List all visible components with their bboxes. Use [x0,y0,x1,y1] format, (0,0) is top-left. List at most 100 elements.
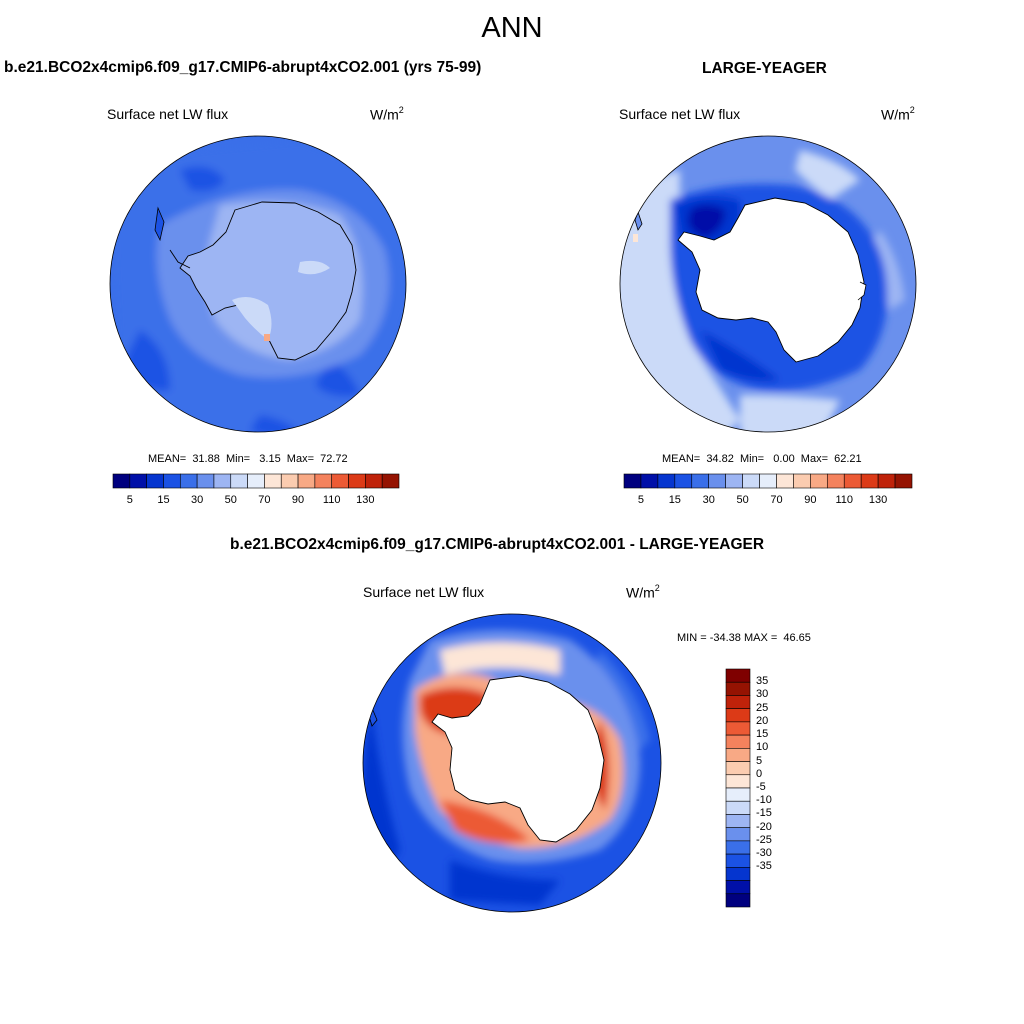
colorbar-box [725,695,751,709]
colorbar-box [725,827,751,842]
model-case-title: b.e21.BCO2x4cmip6.f09_g17.CMIP6-abrupt4x… [4,59,482,76]
colorbar-tick-label: 15 [668,494,681,506]
colorbar-box [348,473,366,489]
colorbar-tick-label: 130 [356,494,375,506]
colorbar-box [725,708,751,723]
colorbar-box [725,893,751,908]
colorbar-tick-label: -20 [756,820,772,833]
obs-case-title: LARGE-YEAGER [702,60,827,77]
model-polar-map [110,136,406,432]
colorbar-box [759,473,777,489]
diff-colorbar [725,668,751,908]
colorbar-box [725,721,751,736]
model-stats: MEAN= 31.88 Min= 3.15 Max= 72.72 [148,453,348,465]
colorbar-box [860,473,879,489]
colorbar-box [725,853,751,868]
model-units: W/m2 [370,105,404,123]
diff-units: W/m2 [626,583,660,601]
colorbar-box [381,473,400,489]
colorbar-tick-label: 70 [770,494,783,506]
colorbar-box [894,473,913,489]
colorbar-box [843,473,862,489]
colorbar-box [146,473,164,489]
colorbar-box [826,473,845,489]
colorbar-tick-label: -10 [756,794,772,807]
colorbar-box [179,473,198,489]
colorbar-box [725,880,751,895]
colorbar-box [725,774,751,789]
colorbar-tick-label: 25 [756,701,769,714]
colorbar-tick-label: 5 [756,754,763,767]
colorbar-box [129,473,147,489]
colorbar-tick-label: 70 [258,494,271,506]
colorbar-tick-label: 90 [804,494,817,506]
colorbar-tick-label: 130 [868,494,888,506]
colorbar-box [163,473,181,489]
diff-polar-map [363,614,661,912]
obs-polar-map [620,136,916,432]
colorbar-box [725,681,751,696]
colorbar-box [725,734,751,749]
diff-stats: MIN = -34.38 MAX = 46.65 [677,632,811,644]
colorbar-tick-label: 5 [126,494,133,506]
colorbar-box [725,840,751,855]
colorbar-tick-label: 50 [224,494,237,506]
colorbar-tick-label: 110 [322,494,341,506]
colorbar-box [725,668,751,683]
diff-variable-label: Surface net LW flux [363,584,485,600]
colorbar-box [112,473,131,489]
obs-stats: MEAN= 34.82 Min= 0.00 Max= 62.21 [662,453,862,465]
colorbar-tick-label: 15 [756,728,769,741]
colorbar-box [725,748,751,762]
colorbar-box [674,473,693,489]
colorbar-box [314,473,333,489]
colorbar-box [725,787,751,802]
colorbar-tick-label: 15 [157,494,170,506]
figure-title: ANN [481,12,543,44]
colorbar-tick-label: -5 [756,781,766,793]
colorbar-tick-label: -25 [756,833,772,846]
obs-colorbar [623,473,913,489]
colorbar-box [230,473,248,489]
colorbar-box [725,761,751,776]
colorbar-box [691,473,710,489]
colorbar-box [877,473,896,489]
colorbar-box [196,473,215,489]
colorbar-box [657,473,676,489]
colorbar-box [331,473,349,489]
colorbar-box [264,473,282,489]
colorbar-box [725,473,743,489]
colorbar-tick-label: 30 [702,494,715,506]
obs-units: W/m2 [881,105,915,123]
colorbar-box [742,473,760,489]
colorbar-tick-label: 10 [756,741,769,754]
model-colorbar [112,473,400,489]
colorbar-box [810,473,828,489]
obs-variable-label: Surface net LW flux [619,106,741,122]
colorbar-tick-label: 5 [637,494,644,506]
colorbar-box [247,473,265,489]
colorbar-box [776,473,794,489]
colorbar-box [365,473,383,489]
diff-case-title: b.e21.BCO2x4cmip6.f09_g17.CMIP6-abrupt4x… [230,536,765,553]
colorbar-tick-label: 20 [756,714,769,727]
colorbar-box [280,473,299,489]
colorbar-box [708,473,726,489]
colorbar-box [213,473,232,489]
colorbar-box [793,473,811,489]
colorbar-tick-label: 35 [756,675,769,688]
colorbar-tick-label: 30 [756,688,769,701]
colorbar-tick-label: 50 [736,494,749,506]
colorbar-box [725,814,751,828]
colorbar-tick-label: 30 [190,494,204,506]
colorbar-box [623,473,642,489]
model-variable-label: Surface net LW flux [107,106,229,122]
colorbar-tick-label: -30 [756,847,772,860]
colorbar-tick-label: -15 [756,807,772,820]
colorbar-tick-label: -35 [756,860,772,873]
colorbar-box [725,867,751,881]
colorbar-box [725,800,751,815]
colorbar-box [640,473,659,489]
colorbar-box [297,473,316,489]
